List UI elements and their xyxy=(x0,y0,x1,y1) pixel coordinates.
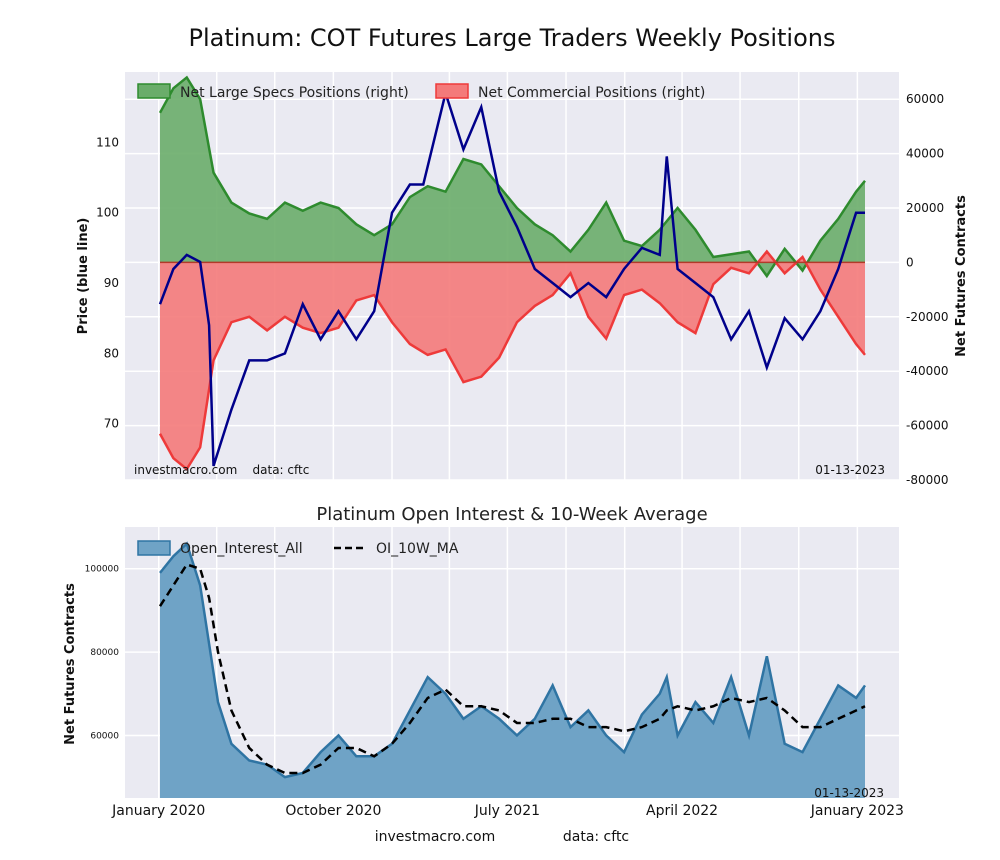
line-net-commercial xyxy=(158,249,866,471)
legend-swatch-specs xyxy=(137,83,171,99)
area-net-commercial xyxy=(160,251,865,470)
footer-left: investmacro.com xyxy=(375,829,495,845)
bottom-series xyxy=(158,541,867,798)
bottom-panel: Platinum Open Interest & 10-Week Average… xyxy=(63,504,904,819)
line-oi-10w-ma xyxy=(158,563,866,775)
bottom-y-axis-ticks: 60000 80000 100000 xyxy=(85,565,120,742)
left-tick-label: 70 xyxy=(104,417,119,431)
top-right-axis-label: Net Futures Contracts xyxy=(954,195,969,357)
bottom-footer-right: 01-13-2023 xyxy=(814,786,884,800)
x-tick-label: October 2020 xyxy=(285,803,381,819)
top-left-axis-ticks: 70 80 90 100 110 xyxy=(96,135,119,430)
bottom-title: Platinum Open Interest & 10-Week Average xyxy=(316,504,707,525)
right-tick-label: 60000 xyxy=(906,92,944,106)
top-legend: Net Large Specs Positions (right) Net Co… xyxy=(137,83,705,101)
bottom-legend: Open_Interest_All OI_10W_MA xyxy=(137,540,459,557)
legend-label-comm: Net Commercial Positions (right) xyxy=(478,85,705,101)
x-tick-label: July 2021 xyxy=(474,803,540,819)
left-tick-label: 80 xyxy=(104,346,119,360)
top-footer-right: 01-13-2023 xyxy=(815,463,885,477)
area-net-large-specs xyxy=(160,77,865,276)
footer-right: data: cftc xyxy=(563,829,629,845)
left-tick-label: 100 xyxy=(96,206,119,220)
bottom-y-tick-label: 60000 xyxy=(90,731,119,741)
legend-label-ma: OI_10W_MA xyxy=(376,541,459,557)
top-series xyxy=(158,75,866,471)
top-panel: 70 80 90 100 110 -80000 -60000 -40000 -20000 0 20… xyxy=(76,72,969,487)
legend-swatch-oi xyxy=(137,540,171,556)
bottom-y-tick-label: 80000 xyxy=(90,648,119,658)
right-tick-label: 0 xyxy=(906,255,914,269)
top-left-axis-label: Price (blue line) xyxy=(76,218,91,335)
right-tick-label: -40000 xyxy=(906,364,949,378)
legend-swatch-comm xyxy=(435,83,469,99)
x-axis-ticks: January 2020 October 2020 July 2021 April 2… xyxy=(111,803,904,819)
legend-label-specs: Net Large Specs Positions (right) xyxy=(180,85,409,101)
bottom-y-axis-label: Net Futures Contracts xyxy=(63,583,78,745)
top-right-axis-ticks: -80000 -60000 -40000 -20000 0 20000 40000 60000 xyxy=(906,92,949,487)
bottom-y-tick-label: 100000 xyxy=(85,565,120,575)
top-footer-left: investmacro.com data: cftc xyxy=(134,463,309,477)
line-open-interest xyxy=(159,541,867,779)
area-open-interest xyxy=(160,543,865,798)
chart-title: Platinum: COT Futures Large Traders Week… xyxy=(188,24,835,52)
right-tick-label: -80000 xyxy=(906,473,949,487)
line-net-large-specs xyxy=(158,75,866,279)
right-tick-label: 40000 xyxy=(906,147,944,161)
x-tick-label: January 2023 xyxy=(810,803,904,819)
left-tick-label: 90 xyxy=(104,276,119,290)
x-tick-label: April 2022 xyxy=(646,803,718,819)
left-tick-label: 110 xyxy=(96,135,119,149)
legend-label-oi: Open_Interest_All xyxy=(180,541,303,557)
x-tick-label: January 2020 xyxy=(111,803,205,819)
right-tick-label: 20000 xyxy=(906,201,944,215)
right-tick-label: -20000 xyxy=(906,310,949,324)
line-price xyxy=(158,88,865,467)
right-tick-label: -60000 xyxy=(906,419,949,433)
